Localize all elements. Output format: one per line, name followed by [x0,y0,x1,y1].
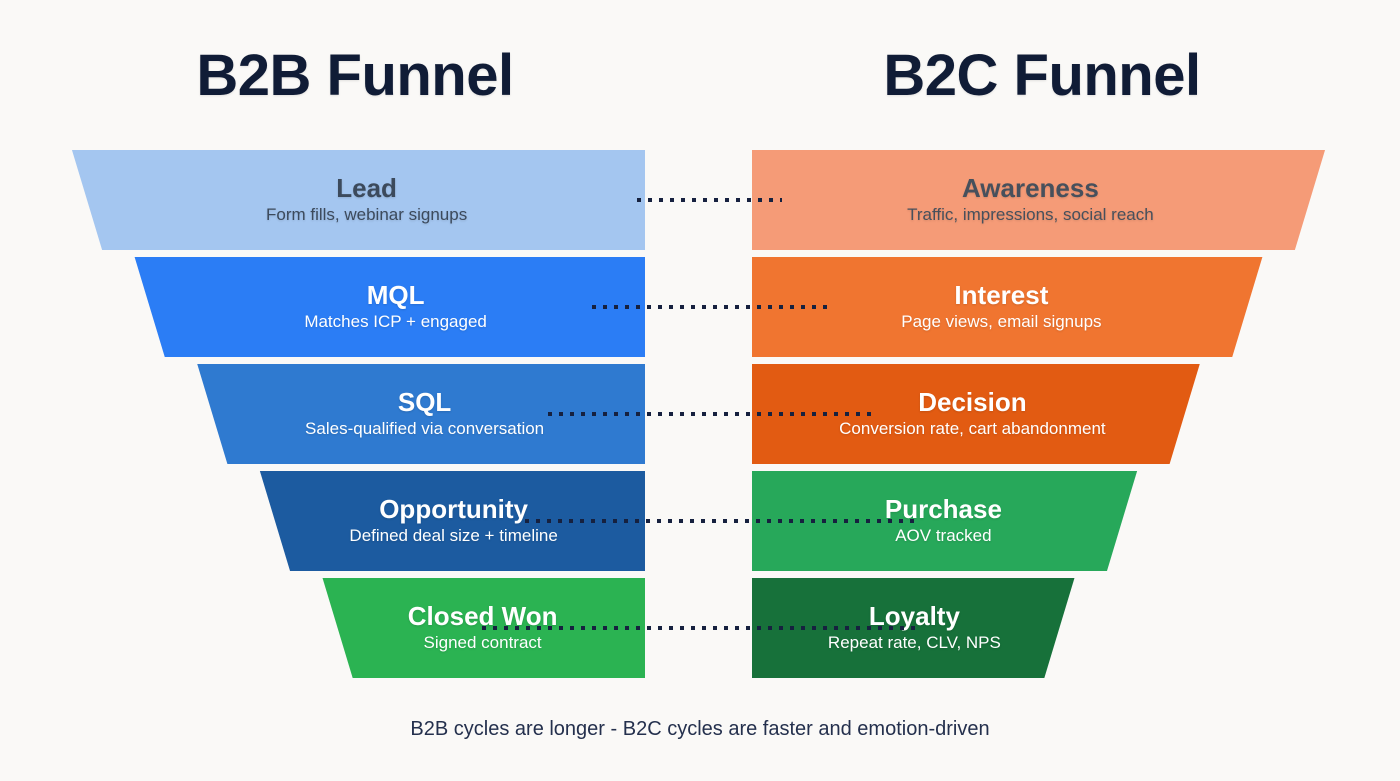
stage-sublabel-purchase: AOV tracked [895,526,992,546]
b2b-funnel: Lead Form fills, webinar signups MQL Mat… [65,150,645,680]
stage-text-group: Loyalty Repeat rate, CLV, NPS [752,601,1074,653]
stage-label-lead: Lead [336,173,397,204]
stage-label-decision: Decision [918,387,1027,418]
connector-closedwon-loyalty [482,626,922,630]
stage-label-closed-won: Closed Won [407,601,558,632]
b2c-funnel-title: B2C Funnel [883,43,1201,108]
stage-label-opportunity: Opportunity [379,494,528,525]
funnel-stage-mql[interactable]: MQL Matches ICP + engaged [134,257,645,357]
stage-label-sql: SQL [397,387,452,418]
funnel-stage-opportunity[interactable]: Opportunity Defined deal size + timeline [259,471,645,571]
stage-label-purchase: Purchase [884,494,1002,525]
connector-sql-decision [548,412,872,416]
stage-label-interest: Interest [954,280,1049,311]
stage-label-awareness: Awareness [961,173,1099,204]
stage-sublabel-loyalty: Repeat rate, CLV, NPS [827,633,1001,653]
stage-sublabel-interest: Page views, email signups [901,312,1102,332]
stage-text-group: Interest Page views, email signups [752,280,1262,332]
stage-sublabel-lead: Form fills, webinar signups [265,205,468,225]
stage-label-mql: MQL [366,280,425,311]
funnel-stage-interest[interactable]: Interest Page views, email signups [752,257,1263,357]
stage-sublabel-decision: Conversion rate, cart abandonment [839,419,1106,439]
stage-text-group: MQL Matches ICP + engaged [135,280,645,332]
stage-sublabel-mql: Matches ICP + engaged [304,312,487,332]
b2c-funnel: Awareness Traffic, impressions, social r… [752,150,1332,680]
stage-text-group: Purchase AOV tracked [752,494,1137,546]
stage-text-group: Lead Form fills, webinar signups [77,173,645,225]
stage-sublabel-sql: Sales-qualified via conversation [305,419,545,439]
stage-text-group: Decision Conversion rate, cart abandonme… [752,387,1200,439]
funnel-stage-sql[interactable]: SQL Sales-qualified via conversation [197,364,645,464]
stage-text-group: Opportunity Defined deal size + timeline [260,494,645,546]
stage-label-loyalty: Loyalty [868,601,960,632]
stage-sublabel-awareness: Traffic, impressions, social reach [907,205,1154,225]
funnel-stage-awareness[interactable]: Awareness Traffic, impressions, social r… [752,150,1326,250]
connector-opportunity-purchase [525,519,915,523]
stage-sublabel-closed-won: Signed contract [423,633,542,653]
stage-text-group: Closed Won Signed contract [323,601,645,653]
connector-lead-awareness [637,198,782,202]
connector-mql-interest [592,305,827,309]
diagram-caption: B2B cycles are longer - B2C cycles are f… [410,718,990,740]
b2b-funnel-title: B2B Funnel [196,43,514,108]
funnel-stage-lead[interactable]: Lead Form fills, webinar signups [71,150,645,250]
stage-sublabel-opportunity: Defined deal size + timeline [349,526,558,546]
stage-text-group: SQL Sales-qualified via conversation [197,387,645,439]
stage-text-group: Awareness Traffic, impressions, social r… [752,173,1320,225]
